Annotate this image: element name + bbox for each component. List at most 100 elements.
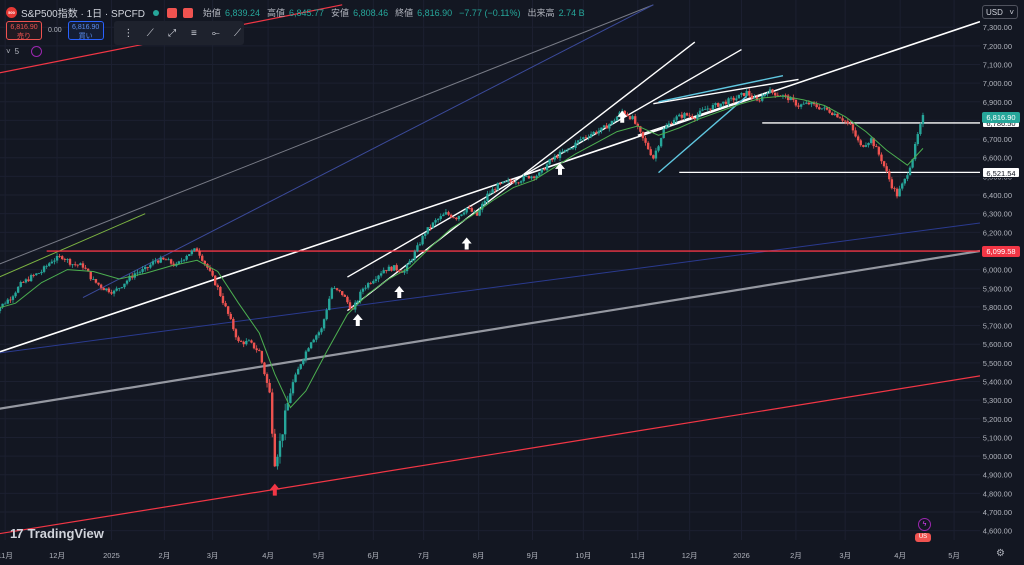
candle-body (843, 120, 847, 122)
candle-body (434, 220, 437, 223)
candle-body (359, 291, 362, 301)
candle-body (921, 115, 925, 125)
candle-body (328, 298, 331, 311)
candle-body (159, 257, 162, 263)
drag-handle-icon[interactable]: ⋮ (123, 27, 134, 39)
sell-button[interactable]: 6,816.90 売り (6, 21, 42, 40)
candle-body (703, 109, 707, 110)
sp500-logo-icon: 500 (6, 7, 17, 18)
open-label: 始値 (202, 8, 221, 18)
candle-body (693, 118, 697, 120)
candle-body (387, 266, 391, 272)
candle-body (369, 283, 372, 284)
y-tick-label: 6,200.00 (983, 228, 1012, 237)
candle-body (418, 244, 422, 246)
candle-body (509, 180, 512, 182)
y-tick-label: 7,300.00 (983, 23, 1012, 32)
candle-body (836, 113, 839, 118)
candle-body (63, 259, 67, 260)
candle-body (646, 142, 650, 150)
candle-body (71, 264, 74, 266)
candle-body (265, 374, 269, 383)
plot-area (0, 4, 980, 535)
x-tick-label: 11月 (630, 551, 645, 560)
eye-icon[interactable] (182, 7, 193, 18)
indicator-legend[interactable]: ˅ 5 (6, 46, 43, 57)
horizontal-line-price-label: 6,521.54 (982, 166, 1020, 178)
candle-body (442, 214, 445, 217)
candle-body (846, 121, 849, 124)
currency-selector[interactable]: USD ˅ (982, 5, 1018, 19)
candle-body (343, 294, 347, 297)
candle-body (465, 208, 468, 213)
trendline-tool-icon[interactable]: ⟋ (146, 27, 154, 39)
candle-body (37, 273, 41, 274)
candle-body (685, 113, 689, 116)
candle-body (706, 108, 709, 110)
candle-body (421, 235, 424, 245)
candle-body (379, 273, 383, 276)
candle-body (665, 126, 668, 129)
candle-body (346, 296, 349, 303)
x-tick-label: 12月 (49, 551, 65, 560)
up-arrow-marker (352, 313, 363, 326)
candle-body (444, 212, 448, 215)
collapse-icon[interactable]: ˅ (6, 47, 11, 56)
buy-price: 6,816.90 (72, 24, 100, 31)
info-line-icon[interactable]: ⟋ (234, 27, 242, 39)
y-tick-label: 5,000.00 (983, 452, 1012, 461)
candle-body (776, 95, 779, 97)
tradingview-logo[interactable]: 17 TradingView (10, 526, 104, 541)
candle-body (600, 127, 603, 131)
candle-body (208, 267, 212, 271)
candle-body (455, 217, 458, 220)
indicator-icon[interactable] (31, 46, 43, 57)
candle-body (496, 183, 499, 191)
buy-button[interactable]: 6,816.90 買い (67, 21, 104, 40)
lightning-icon[interactable]: ϟ (918, 518, 931, 531)
candle-body (395, 265, 398, 271)
candle-body (530, 176, 533, 179)
candle-body (766, 93, 769, 95)
candle-body (195, 248, 199, 251)
alert-icon[interactable] (166, 7, 177, 18)
candle-body (291, 382, 295, 394)
candle-body (488, 193, 492, 195)
candle-body (348, 302, 352, 309)
candle-body (558, 151, 562, 158)
gear-icon[interactable]: ⚙ (996, 548, 1005, 559)
candle-body (27, 279, 30, 282)
horizontal-ray-icon[interactable]: ⟜ (211, 27, 220, 39)
candle-body (758, 100, 761, 102)
candle-body (416, 245, 419, 252)
y-tick-label: 5,900.00 (983, 284, 1012, 293)
moving-average-line (0, 95, 924, 409)
candle-body (320, 328, 323, 333)
candle-body (250, 340, 253, 343)
candle-body (299, 364, 302, 369)
candle-body (670, 123, 673, 125)
sell-price: 6,816.90 (10, 24, 38, 31)
candle-body (151, 261, 155, 265)
ray-tool-icon[interactable]: ⤢ (168, 27, 177, 39)
candle-body (786, 95, 790, 101)
up-arrow-marker (269, 483, 280, 496)
chevron-down-icon: ˅ (1009, 7, 1014, 17)
candle-body (131, 275, 134, 278)
candle-body (81, 263, 85, 268)
candle-body (73, 264, 77, 266)
candle-body (727, 98, 730, 105)
symbol-title[interactable]: S&P500指数 · 1日 · SPCFD (21, 9, 145, 20)
candle-body (483, 200, 487, 204)
candle-body (6, 299, 9, 304)
trend-line (0, 375, 980, 535)
us-flag-icon[interactable]: US (915, 533, 931, 542)
y-tick-label: 5,200.00 (983, 415, 1012, 424)
candle-body (325, 310, 328, 320)
parallel-channel-icon[interactable]: ≡ (190, 27, 197, 39)
candle-body (890, 179, 894, 189)
candle-body (543, 168, 546, 171)
candle-body (281, 434, 284, 441)
candle-body (698, 110, 702, 115)
